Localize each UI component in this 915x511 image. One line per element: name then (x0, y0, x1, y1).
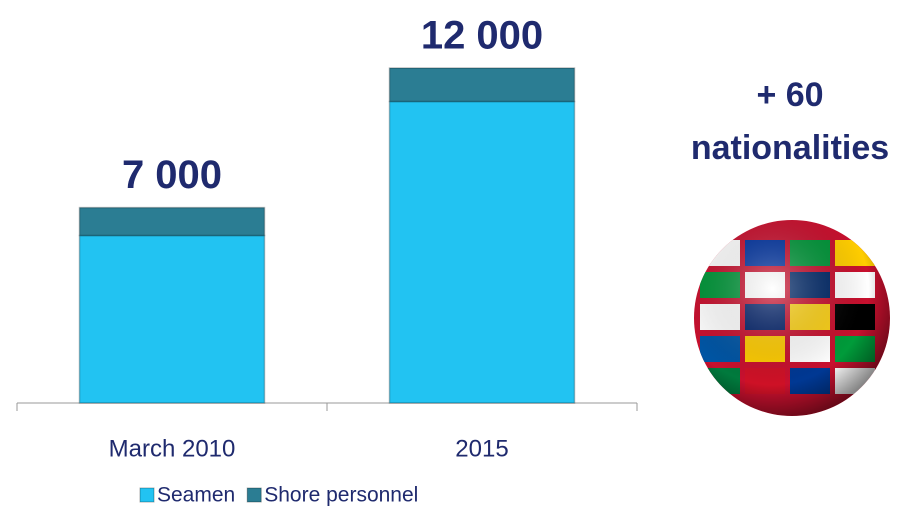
bar-segment (78, 234, 266, 404)
legend-label: Seamen (157, 484, 235, 507)
legend-marker (139, 487, 155, 503)
legend-marker (246, 487, 262, 503)
x-tick-label: 2015 (455, 435, 508, 462)
globe-image (694, 220, 890, 416)
annotation: + 60 (756, 76, 823, 114)
total-label: 7 000 (122, 153, 222, 197)
total-label: 12 000 (421, 14, 543, 58)
legend-label: Shore personnel (264, 484, 418, 507)
x-tick-label: March 2010 (109, 435, 236, 462)
bar-segment (388, 100, 576, 404)
bar-segment (388, 67, 576, 103)
bar-segment (78, 206, 266, 237)
annotation: nationalities (691, 129, 889, 167)
